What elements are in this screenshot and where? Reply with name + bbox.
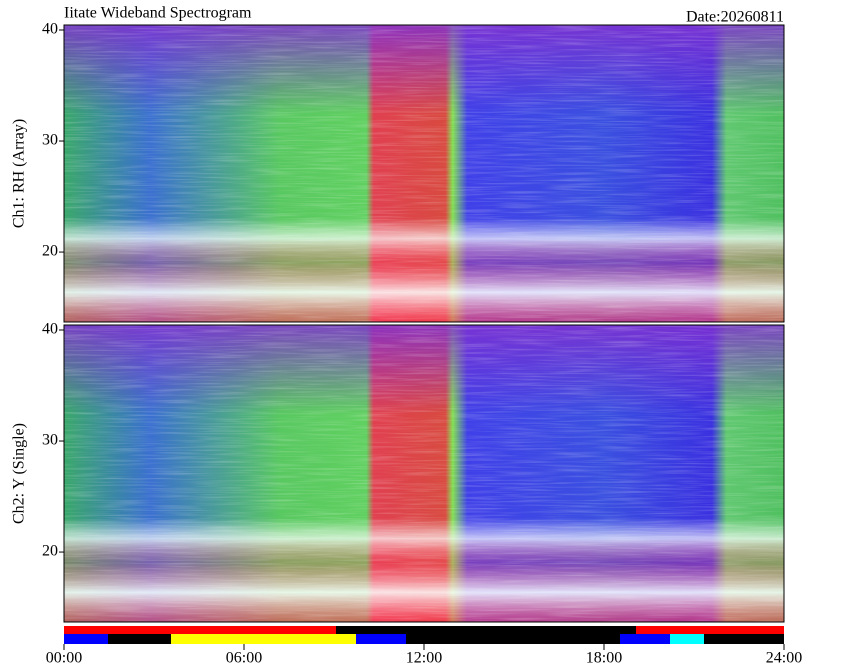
y-tick-label: 20: [42, 243, 58, 260]
x-tick-label: 06:00: [226, 650, 262, 667]
y-tick-label: 40: [42, 321, 58, 338]
x-tick-label: 24:00: [766, 650, 802, 667]
chart-title: Iitate Wideband Spectrogram: [64, 5, 252, 22]
y-tick-label: 30: [42, 132, 58, 149]
y-tick-label: 20: [42, 543, 58, 560]
spectrogram-ch2: [64, 325, 784, 622]
x-tick-label: 00:00: [46, 650, 82, 667]
y-axis-label: Ch2: Y (Single): [11, 423, 28, 524]
chart-date: Date:20260811: [686, 9, 784, 26]
y-tick-label: 30: [42, 432, 58, 449]
frame: [63, 324, 785, 623]
y-tick-label: 40: [42, 21, 58, 38]
y-axis-label: Ch1: RH (Array): [11, 119, 28, 228]
x-tick-label: 18:00: [586, 650, 622, 667]
status-bar: [64, 626, 784, 644]
frame: [63, 24, 785, 323]
spectrogram-ch1: [64, 25, 784, 322]
x-tick-label: 12:00: [406, 650, 442, 667]
